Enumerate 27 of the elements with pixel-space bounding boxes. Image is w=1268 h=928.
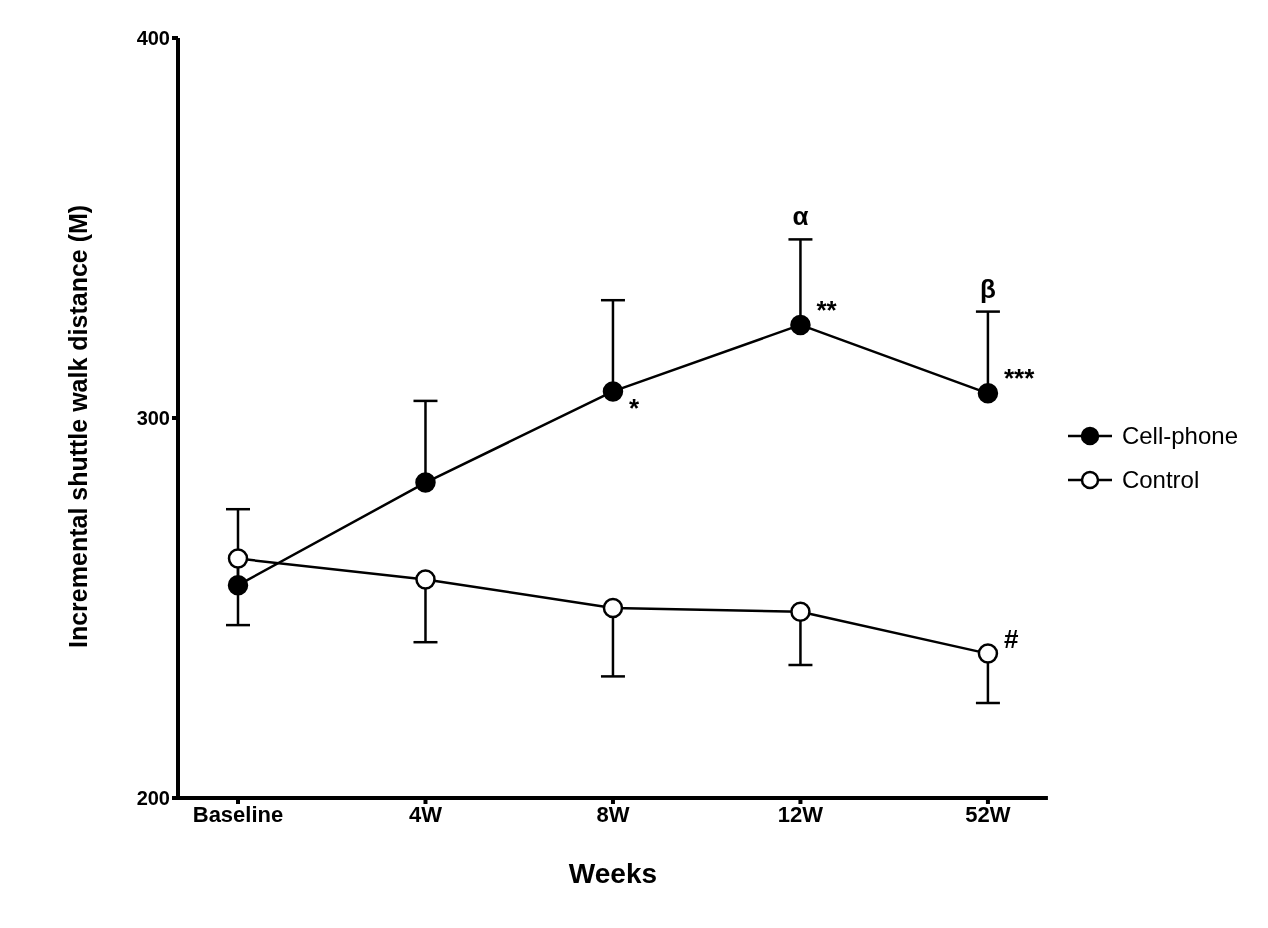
- point: [977, 643, 999, 664]
- point: [415, 472, 436, 493]
- y-tick-label: 400: [136, 27, 170, 50]
- point: [790, 314, 811, 336]
- annotation: β: [979, 273, 996, 304]
- point: [602, 597, 624, 619]
- legend-label: Cell-phone: [1121, 422, 1238, 450]
- legend-label: Control: [1121, 466, 1200, 494]
- annotation: ***: [1003, 363, 1036, 394]
- x-tick-label: 4W: [408, 801, 443, 827]
- point: [790, 601, 811, 623]
- point: [977, 383, 999, 404]
- annotation: α: [792, 201, 809, 232]
- y-tick-label: 200: [136, 787, 170, 810]
- annotation: #: [1003, 623, 1019, 654]
- point: [602, 381, 624, 402]
- x-tick-label: 8W: [596, 801, 630, 827]
- point: [415, 569, 436, 590]
- y-tick-label: 300: [136, 407, 170, 430]
- x-axis-title: Weeks: [568, 858, 658, 889]
- x-tick-label: 52W: [965, 801, 1011, 827]
- y-axis-title: Incremental shuttle walk distance (M): [63, 204, 92, 648]
- annotation: **: [816, 294, 838, 325]
- point: [227, 548, 249, 569]
- x-tick-label: 12W: [777, 801, 824, 827]
- annotation: *: [628, 393, 640, 424]
- x-tick-label: Baseline: [192, 801, 284, 827]
